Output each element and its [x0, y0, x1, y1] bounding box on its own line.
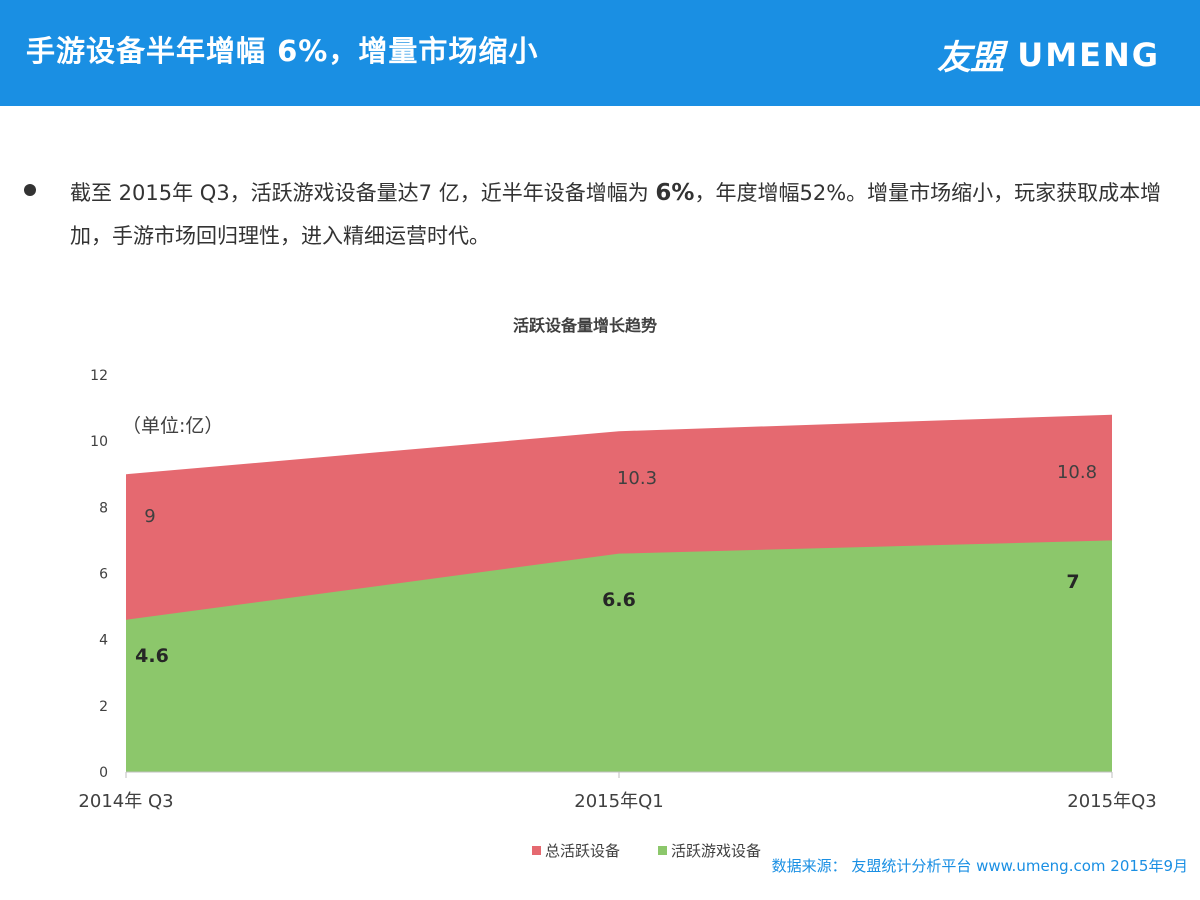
summary-part-2: ，年度增幅52%。增量市场缩小，玩家获取成本增加，手游市场回归理性，进入精细运营…	[70, 181, 1162, 248]
y-tick-label: 12	[90, 368, 108, 384]
page-title: 手游设备半年增幅 6%，增量市场缩小	[26, 34, 539, 68]
summary-part-1: 截至 2015年 Q3，活跃游戏设备量达7 亿，近半年设备增幅为	[70, 181, 656, 205]
data-label-game: 7	[1066, 571, 1079, 593]
umeng-logo: 友盟 UMENG	[937, 30, 1160, 79]
legend-swatch-2	[658, 846, 667, 855]
data-label-total: 10.8	[1057, 462, 1097, 483]
summary-text: 截至 2015年 Q3，活跃游戏设备量达7 亿，近半年设备增幅为 6%，年度增幅…	[70, 172, 1180, 258]
logo-cn-text: 友盟	[937, 38, 1004, 78]
legend-label-1: 总活跃设备	[545, 842, 620, 860]
legend-label-2: 活跃游戏设备	[671, 842, 761, 860]
unit-label: （单位:亿）	[122, 415, 223, 437]
y-tick-label: 4	[99, 633, 108, 649]
area-series-2	[126, 540, 1112, 772]
y-tick-label: 8	[99, 500, 108, 516]
y-tick-label: 10	[90, 434, 108, 450]
header-bar: 手游设备半年增幅 6%，增量市场缩小 友盟 UMENG	[0, 0, 1200, 106]
data-source: 数据来源： 友盟统计分析平台 www.umeng.com 2015年9月	[771, 857, 1188, 875]
data-label-game: 4.6	[135, 645, 169, 667]
legend-swatch-1	[532, 846, 541, 855]
y-tick-label: 6	[99, 567, 108, 583]
data-label-total: 9	[144, 506, 155, 527]
x-tick-label: 2015年Q1	[574, 791, 663, 812]
logo-en-text: UMENG	[1017, 35, 1160, 74]
y-tick-label: 2	[99, 699, 108, 715]
chart-title: 活跃设备量增长趋势	[513, 316, 657, 335]
x-tick-label: 2014年 Q3	[78, 791, 173, 812]
x-tick-label: 2015年Q3	[1067, 791, 1156, 812]
bullet-icon	[24, 184, 36, 196]
summary-highlight: 6%	[655, 180, 695, 206]
data-label-game: 6.6	[602, 589, 636, 611]
y-tick-label: 0	[99, 765, 108, 781]
data-label-total: 10.3	[617, 468, 657, 489]
